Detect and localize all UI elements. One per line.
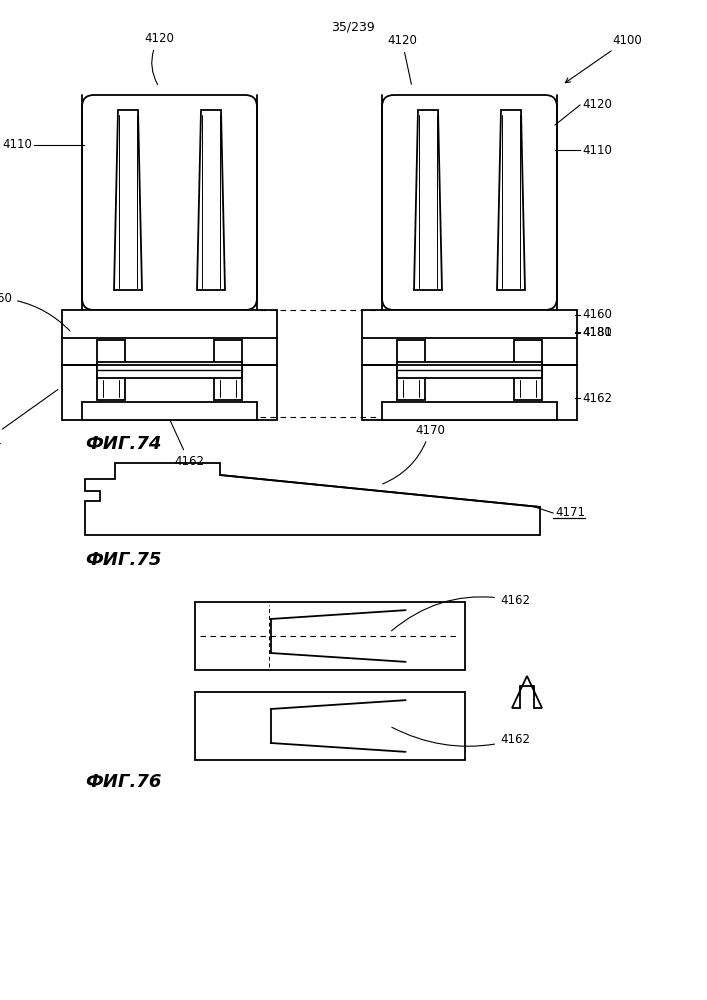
Text: 4170: 4170 [382, 424, 445, 484]
Bar [195, 692, 465, 760]
Text: 4162: 4162 [582, 391, 612, 404]
Bar [514, 340, 542, 400]
Polygon shape [497, 110, 525, 290]
Polygon shape [512, 676, 542, 708]
Bar [397, 362, 542, 378]
Text: 4160: 4160 [582, 308, 612, 322]
Text: 4100: 4100 [566, 33, 642, 83]
Bar [362, 310, 577, 365]
Text: 4181: 4181 [582, 326, 612, 338]
Bar [195, 602, 465, 670]
Polygon shape [85, 463, 540, 535]
Bar [82, 402, 257, 420]
Text: ФИГ.76: ФИГ.76 [85, 773, 161, 791]
Bar [362, 365, 577, 420]
Text: 4120: 4120 [144, 32, 174, 85]
Text: 4110: 4110 [2, 138, 32, 151]
Bar [214, 340, 242, 400]
Text: 4162: 4162 [392, 727, 530, 746]
Polygon shape [114, 110, 142, 290]
Text: ФИГ.75: ФИГ.75 [85, 551, 161, 569]
FancyBboxPatch shape [82, 95, 257, 310]
Bar [97, 340, 125, 400]
Bar [397, 340, 425, 400]
Text: 4110: 4110 [582, 143, 612, 156]
Text: 4162: 4162 [170, 421, 204, 468]
Text: 4120: 4120 [582, 99, 612, 111]
Text: 4181: 4181 [0, 390, 58, 446]
Text: 4120: 4120 [387, 34, 417, 84]
Bar [62, 310, 277, 365]
FancyBboxPatch shape [382, 95, 557, 310]
Text: 4160: 4160 [0, 292, 70, 331]
Bar [382, 402, 557, 420]
Text: 4162: 4162 [392, 594, 530, 631]
Text: 35/239: 35/239 [331, 20, 375, 33]
Polygon shape [197, 110, 225, 290]
Polygon shape [414, 110, 442, 290]
Text: ФИГ.74: ФИГ.74 [85, 435, 161, 453]
Bar [97, 362, 242, 378]
Text: 4171: 4171 [555, 506, 585, 520]
Text: 4180: 4180 [582, 326, 612, 340]
Bar [62, 365, 277, 420]
